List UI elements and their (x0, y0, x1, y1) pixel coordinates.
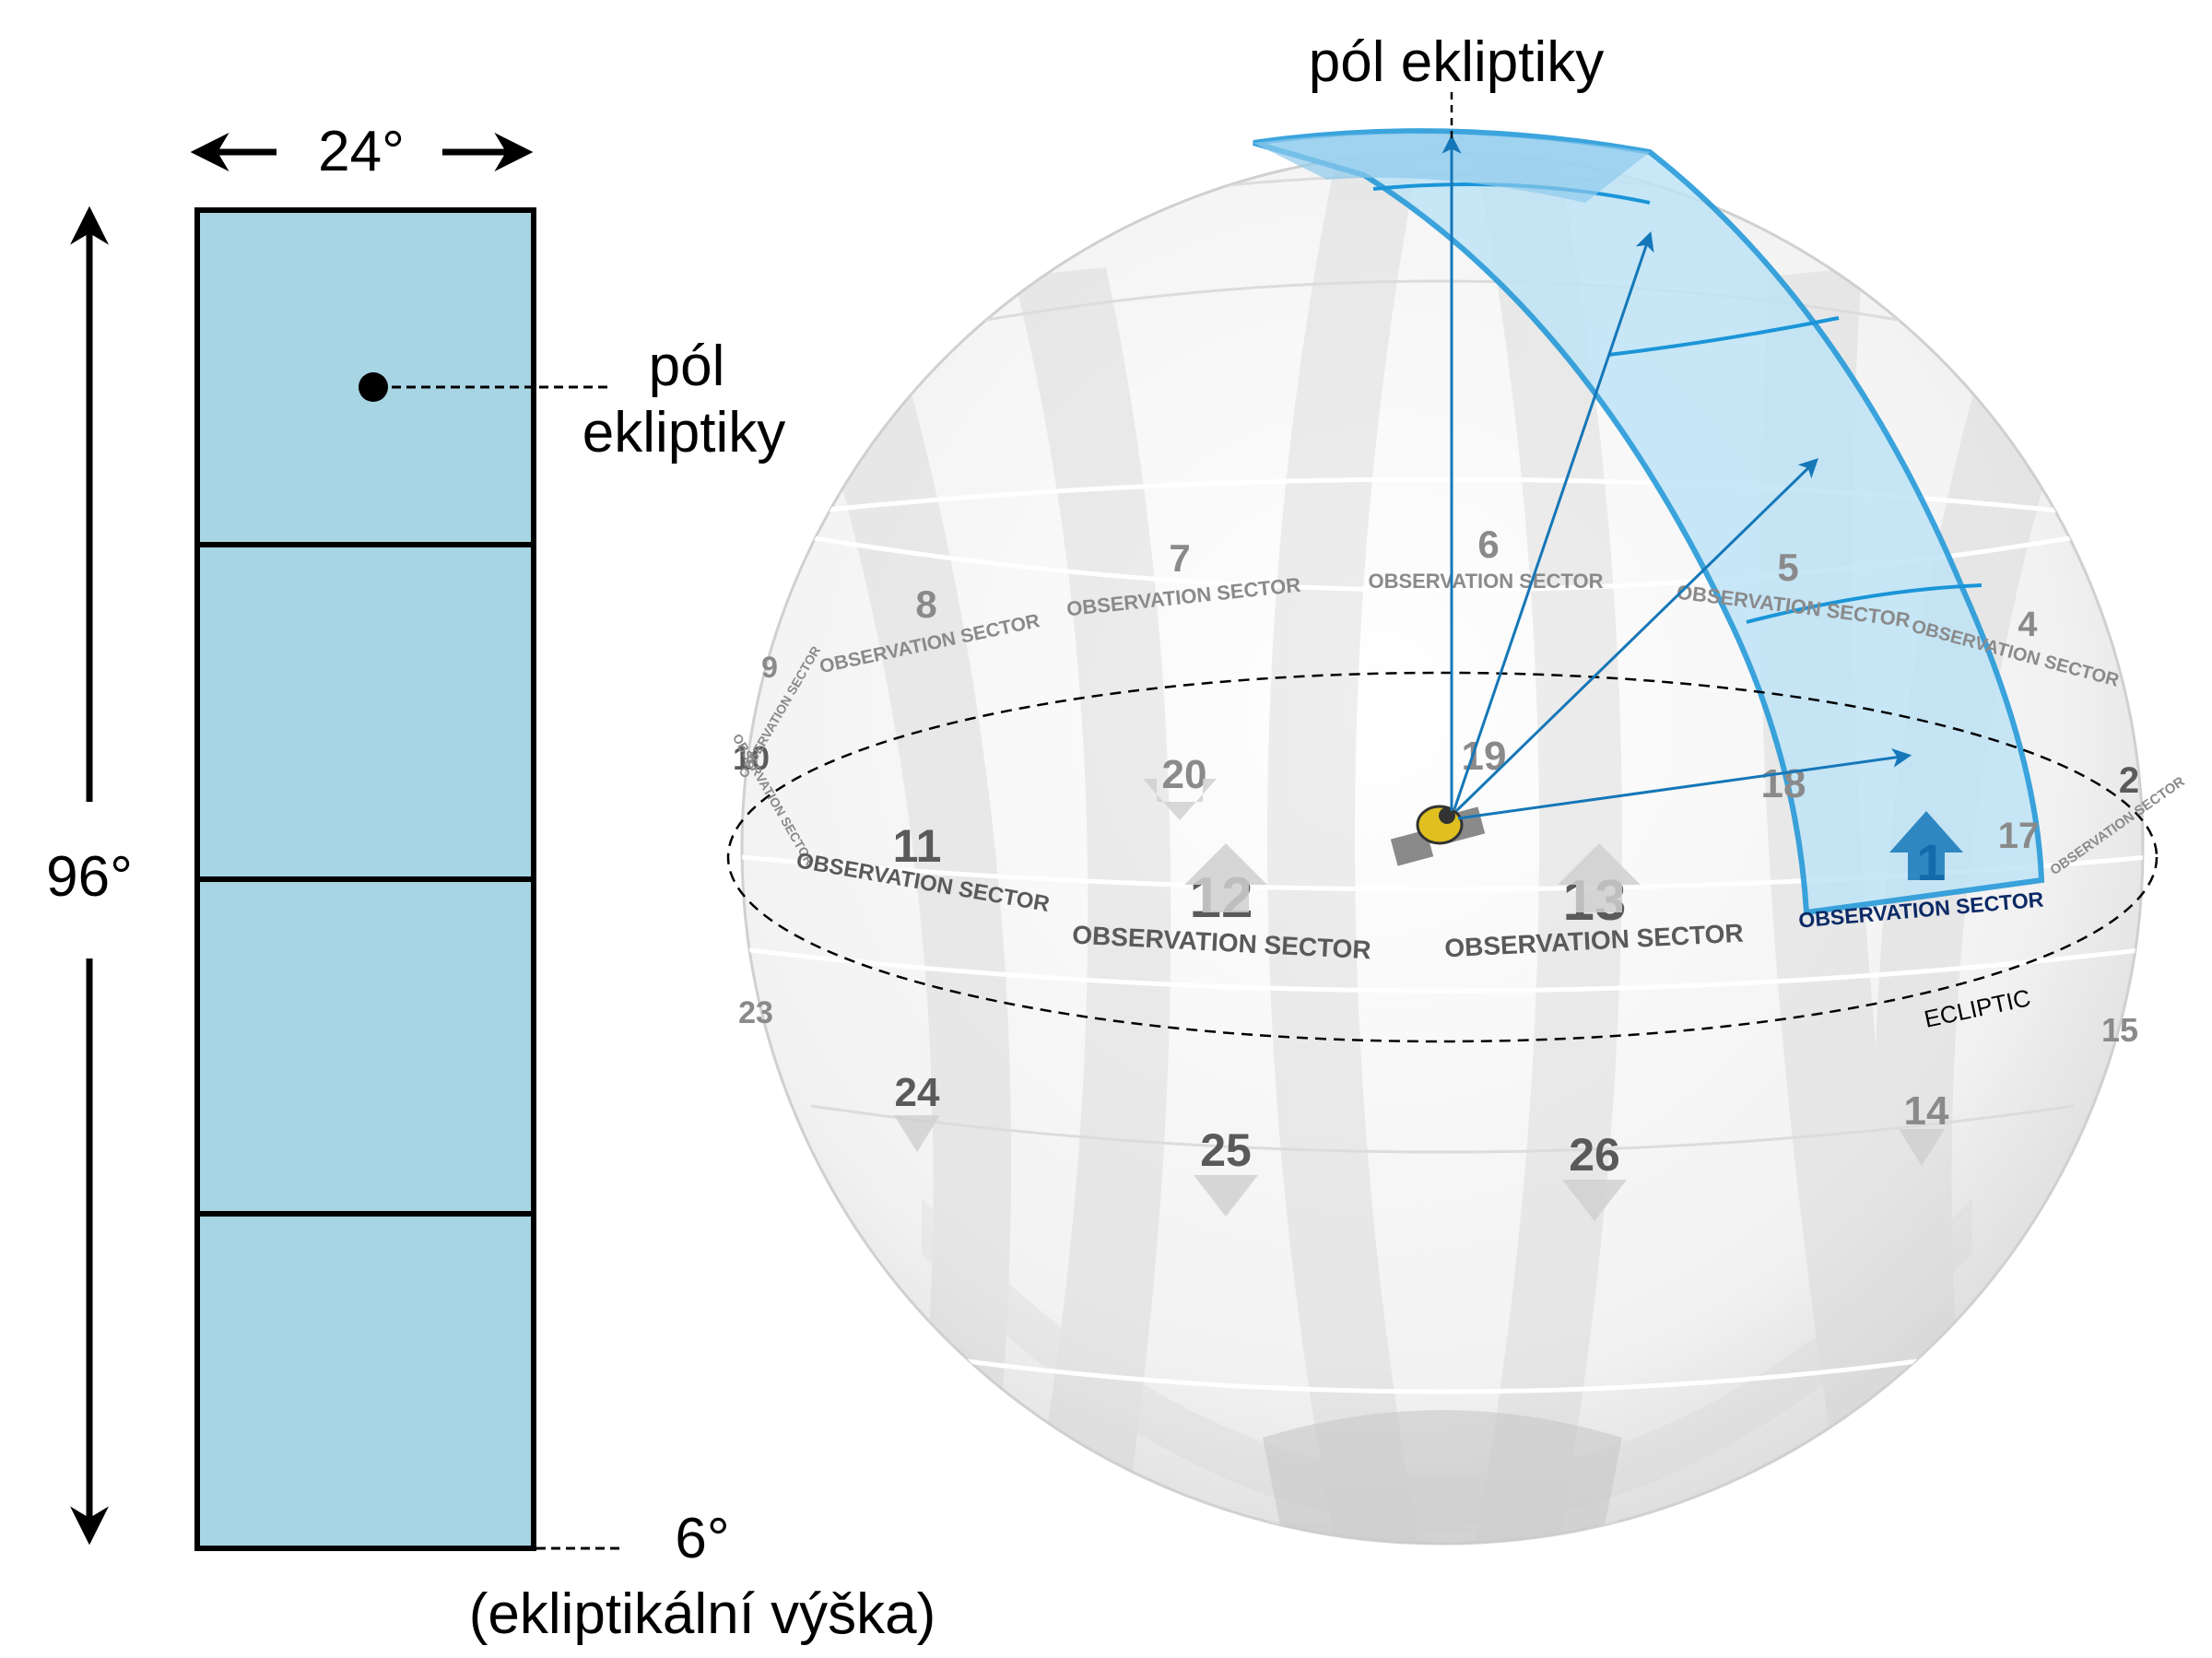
sector-14-arrow (1899, 1129, 1945, 1166)
camera-box-2 (194, 542, 536, 882)
sector-7-number: 7 (1169, 536, 1190, 580)
sector-18-number: 18 (1761, 761, 1806, 806)
ecliptic-pole-dot (359, 372, 388, 402)
sector-14-number: 14 (1904, 1088, 1949, 1134)
sector-6-number: 6 (1477, 523, 1499, 566)
sector-9-number: 9 (761, 651, 778, 684)
sector-20-arrow (1143, 779, 1217, 820)
pole-label-line2: ekliptiky (582, 401, 786, 464)
ecliptic-line (726, 671, 2159, 1043)
pole-label-line1: pól (649, 335, 725, 398)
sector-26-arrow (1562, 1180, 1627, 1221)
sector-2-number: 2 (2119, 760, 2139, 801)
sector-25-arrow (1194, 1175, 1258, 1217)
sector-17-number: 17 (1998, 816, 2040, 856)
vector-upper (1453, 231, 1654, 810)
bottom-caption: (ekliptikální výška) (469, 1582, 935, 1646)
sector-12-arrow (1184, 843, 1267, 912)
sector-25-number: 25 (1200, 1124, 1252, 1176)
camera-box-4 (194, 1211, 536, 1551)
sector-10-number: 10 (733, 739, 770, 777)
vector-mid (1454, 458, 1819, 813)
pointing-vectors (1441, 134, 1912, 820)
sector-15-number: 15 (2101, 1011, 2138, 1049)
celestial-sphere: ECLIPTIC 1 2 4 5 6 7 8 9 10 11 12 13 14 … (726, 30, 2188, 1546)
sector-5-number: 5 (1777, 546, 1798, 589)
sector-11-number: 11 (893, 820, 942, 872)
sector-arrows (894, 779, 1963, 1221)
sphere-pole-label: pól ekliptiky (1309, 30, 1604, 94)
sector-24-arrow (894, 1115, 940, 1152)
sector-1-arrow (1889, 811, 1963, 880)
bottom-shadow (1263, 1410, 1622, 1544)
sector-6-caption: OBSERVATION SECTOR (1368, 570, 1603, 593)
sector-20-number: 20 (1162, 752, 1207, 797)
vector-low (1457, 747, 1912, 820)
sector-8-number: 8 (915, 582, 936, 626)
camera-strip-panel: 24° pól ekliptiky 96° 6° (ekliptikální v… (46, 120, 935, 1646)
sector-4-number: 4 (2018, 606, 2037, 644)
sector-26-number: 26 (1569, 1129, 1620, 1181)
camera-box-3 (194, 876, 536, 1217)
sector-23-number: 23 (738, 995, 773, 1030)
sector-13-arrow (1558, 843, 1641, 912)
width-label: 24° (318, 120, 405, 183)
bottom-angle-label: 6° (675, 1507, 729, 1570)
height-label: 96° (46, 845, 133, 909)
sector-24-number: 24 (895, 1070, 940, 1115)
